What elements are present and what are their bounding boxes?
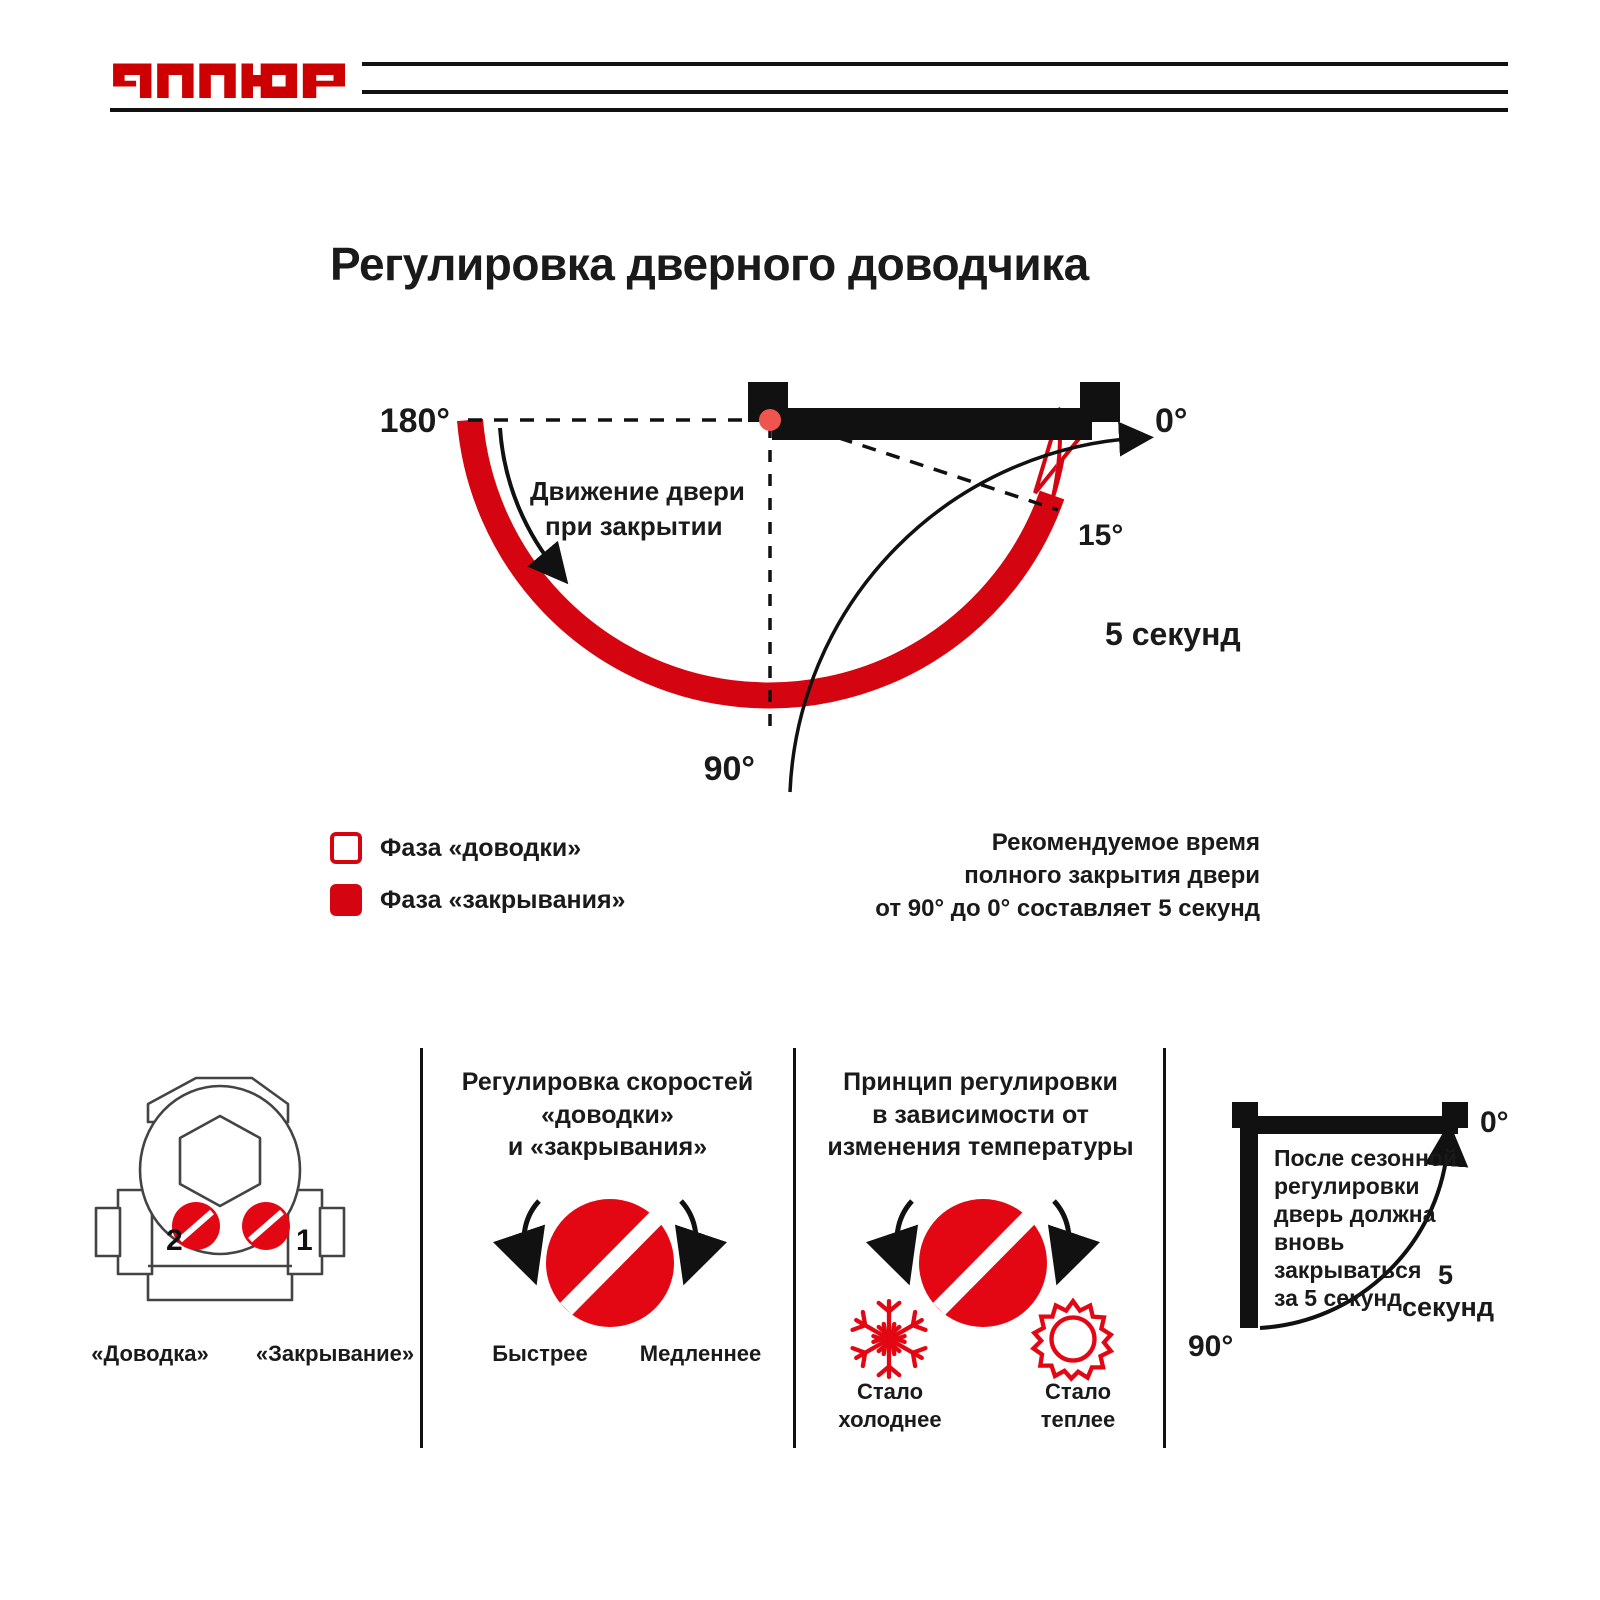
temperature-label-cold: Стало холоднее [820, 1378, 960, 1433]
seasonal-text-line2: регулировки [1274, 1173, 1420, 1199]
rotate-left-arrow [492, 1199, 546, 1286]
temperature-screw-illustration [865, 1199, 1101, 1327]
closer-right-stub [318, 1206, 346, 1258]
speeds-title-line1: Регулировка скоростей [461, 1068, 754, 1096]
temp-title-line1: Принцип регулировки [843, 1068, 1118, 1096]
recommendation-note: Рекомендуемое время полного закрытия две… [740, 826, 1260, 925]
closer-left-stub [94, 1206, 122, 1258]
square-filled-icon [330, 884, 362, 916]
speed-screw-illustration [492, 1199, 728, 1327]
label-five-seconds: 5 секунд [1105, 616, 1241, 652]
warm-line2: теплее [1040, 1406, 1116, 1432]
seasonal-text-line1: После сезонной [1274, 1145, 1457, 1171]
legend-item-closing: Фаза «закрывания» [330, 880, 625, 920]
cold-line2: холоднее [838, 1406, 942, 1432]
seasonal-text-line4: вновь [1274, 1229, 1344, 1255]
sun-icon [1030, 1297, 1115, 1382]
door-swing-diagram: 180° 0° 15° 90° 5 секунд Движение двери … [380, 382, 1241, 793]
door-motion-arrow [498, 427, 569, 585]
seasonal-text-line5: закрываться [1274, 1257, 1421, 1283]
hinge-point [759, 409, 781, 431]
speeds-label-faster: Быстрее [492, 1341, 588, 1366]
rotate-right-arrow [1047, 1199, 1101, 1286]
header-rule-top [362, 62, 1508, 66]
seasonal-label-90: 90° [1188, 1330, 1233, 1360]
door-frame-header [1242, 1116, 1458, 1134]
temperature-label-warm: Стало теплее [1008, 1378, 1148, 1433]
allur-logo [113, 63, 345, 98]
label-180: 180° [380, 402, 450, 440]
screw-slot [559, 1211, 664, 1315]
snowflake-icon [850, 1299, 928, 1379]
screw-slot [932, 1211, 1037, 1315]
door-leaf-open [1240, 1116, 1258, 1328]
motion-label-line2: при закрытии [545, 511, 723, 541]
valve-screw-2 [172, 1202, 220, 1250]
note-line-3: от 90° до 0° составляет 5 секунд [875, 895, 1260, 923]
cold-line1: Стало [856, 1379, 924, 1404]
temperature-panel-title: Принцип регулировки в зависимости от изм… [808, 1066, 1153, 1164]
speeds-label-slower: Медленнее [639, 1341, 762, 1366]
temp-title-line3: изменения температуры [827, 1133, 1134, 1161]
closer-label-right: «Закрывание» [255, 1341, 415, 1366]
speeds-title-line2: «доводки» [541, 1100, 674, 1129]
seasonal-text-line3: дверь должна [1274, 1201, 1436, 1227]
closer-device-illustration: 2 1 [94, 1076, 346, 1302]
legend-item-latching: Фаза «доводки» [330, 828, 625, 868]
seasonal-seconds-line1: 5 [1438, 1260, 1453, 1290]
label-15: 15° [1078, 519, 1123, 552]
door-leaf [772, 408, 1092, 440]
note-line-1: Рекомендуемое время [991, 829, 1260, 856]
seasonal-label-0: 0° [1480, 1106, 1509, 1139]
legend: Фаза «доводки» Фаза «закрывания» [330, 828, 625, 932]
legend-label-latching: Фаза «доводки» [380, 833, 582, 862]
motion-label-line1: Движение двери [530, 476, 745, 506]
five-seconds-arc [788, 421, 1154, 793]
header-rule-middle [362, 90, 1508, 94]
closer-hex-socket [178, 1114, 262, 1208]
square-outline-icon [330, 832, 362, 864]
speeds-title-line3: и «закрывания» [507, 1133, 708, 1161]
seasonal-seconds-line2: секунд [1402, 1292, 1494, 1322]
seasonal-text-line6: за 5 секунд [1274, 1285, 1402, 1311]
note-line-2: полного закрытия двери [964, 862, 1260, 890]
page-title: Регулировка дверного доводчика [330, 237, 1089, 290]
dashed-line-15 [814, 428, 1059, 512]
warm-line1: Стало [1044, 1379, 1112, 1404]
panel-divider-2 [793, 1048, 796, 1448]
seasonal-door-diagram: 0° 90° 5 секунд После сезонной регулиров… [1188, 1102, 1509, 1360]
label-0: 0° [1155, 402, 1188, 440]
valve-number-1: 1 [296, 1224, 313, 1257]
rotate-left-arrow [865, 1199, 919, 1286]
label-90: 90° [704, 750, 755, 788]
valve-screw-1 [242, 1202, 290, 1250]
closing-phase-arc [457, 418, 1065, 709]
closer-label-left: «Доводка» [91, 1341, 209, 1366]
valve-number-2: 2 [166, 1224, 183, 1257]
temp-title-line2: в зависимости от [872, 1100, 1089, 1129]
page-header [0, 0, 1600, 130]
panel-divider-1 [420, 1048, 423, 1448]
legend-label-closing: Фаза «закрывания» [380, 885, 626, 914]
seasonal-five-seconds-arc [1259, 1122, 1469, 1330]
header-rule-bottom [110, 108, 1508, 112]
rotate-right-arrow [674, 1199, 728, 1286]
speeds-panel-title: Регулировка скоростей «доводки» и «закры… [435, 1066, 780, 1164]
panel-divider-3 [1163, 1048, 1166, 1448]
